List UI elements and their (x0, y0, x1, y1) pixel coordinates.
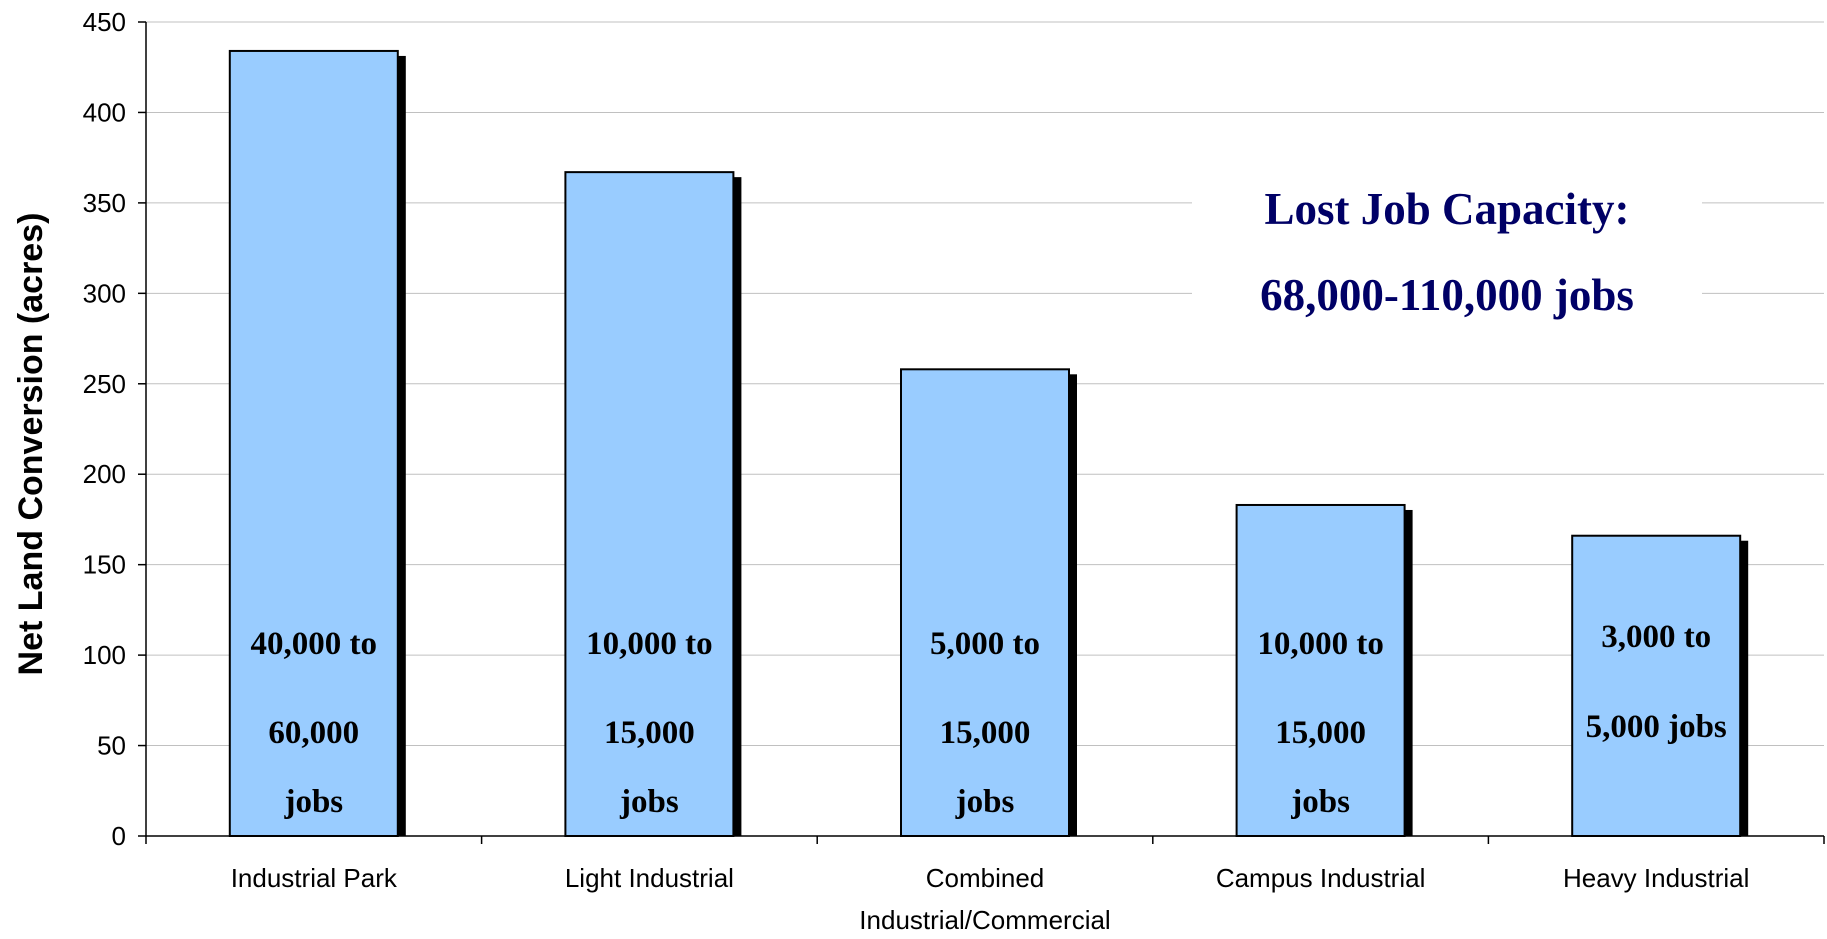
bar-data-label: 60,000 (268, 715, 359, 751)
bar-data-label: 40,000 to (251, 626, 378, 662)
bar-data-label: 15,000 (604, 715, 695, 751)
y-tick-label: 300 (83, 278, 126, 308)
bar-data-label: 5,000 jobs (1586, 709, 1727, 745)
bar (228, 49, 399, 838)
y-tick-label: 450 (83, 7, 126, 37)
y-tick-label: 50 (97, 731, 126, 761)
annotation-line: Lost Job Capacity: (1264, 184, 1629, 234)
x-tick-label: Industrial/Commercial (859, 905, 1110, 934)
annotation-background (1192, 166, 1702, 341)
bar-data-label: jobs (619, 784, 679, 820)
bar-data-label: jobs (283, 784, 343, 820)
bar-data-label: 15,000 (940, 715, 1031, 751)
y-tick-label: 0 (112, 821, 126, 851)
bars (228, 49, 1749, 838)
annotation-line: 68,000-110,000 jobs (1260, 270, 1634, 320)
x-tick-label: Light Industrial (565, 863, 734, 893)
labels: 40,000 to 60,000 jobs Industrial Park 10,000… (231, 619, 1750, 935)
bar-data-label: 10,000 to (1257, 626, 1384, 662)
y-tick-label: 250 (83, 369, 126, 399)
bar (1571, 534, 1742, 837)
bar (564, 171, 735, 838)
y-tick-label: 400 (83, 97, 126, 127)
y-tick-label: 150 (83, 550, 126, 580)
bar-data-label: 5,000 to (930, 626, 1040, 662)
y-tick-label: 100 (83, 640, 126, 670)
axes: 0 50 100 150 200 250 300 350 400 450 (83, 7, 1825, 851)
y-tick-label: 200 (83, 459, 126, 489)
y-axis-label: Net Land Conversion (acres) (12, 213, 50, 676)
bar-data-label: 10,000 to (586, 626, 713, 662)
bar (1235, 503, 1406, 837)
bar-data-label: jobs (1290, 784, 1350, 820)
bar-data-label: 3,000 to (1601, 619, 1711, 655)
x-tick-label: Heavy Industrial (1563, 863, 1749, 893)
x-tick-label: Industrial Park (231, 863, 398, 893)
y-tick-label: 350 (83, 188, 126, 218)
bar (900, 368, 1070, 837)
x-tick-label: Combined (926, 863, 1045, 893)
annotation: Lost Job Capacity: 68,000-110,000 jobs (1192, 166, 1702, 341)
bar-data-label: 15,000 (1275, 715, 1366, 751)
bar-data-label: jobs (955, 784, 1015, 820)
x-tick-label: Campus Industrial (1216, 863, 1426, 893)
